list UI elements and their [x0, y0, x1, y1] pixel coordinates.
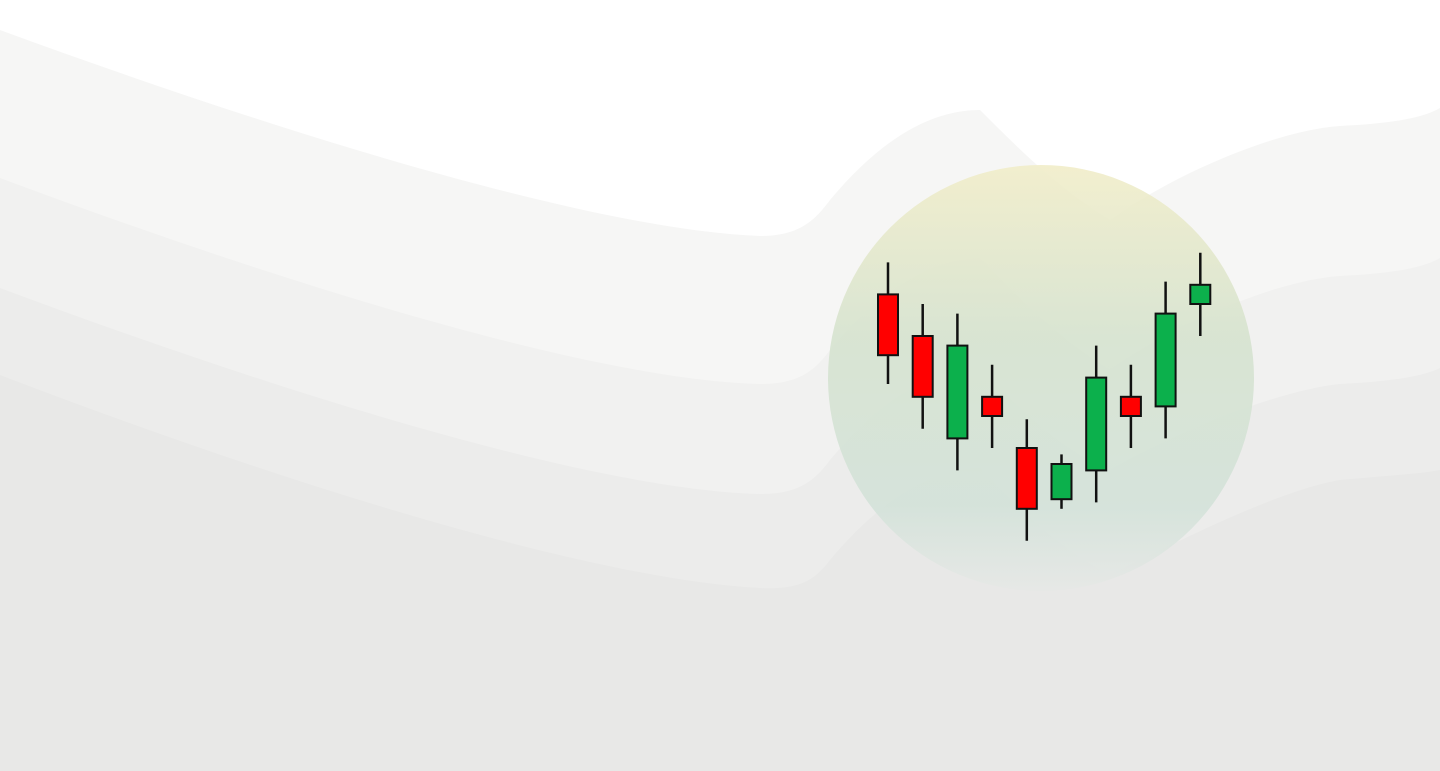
candle-body: [946, 344, 969, 440]
candle-body: [1189, 283, 1212, 305]
candle-body: [1119, 395, 1142, 417]
candle-body: [877, 293, 899, 357]
wave-band: [0, 375, 1440, 771]
candle-body: [1154, 312, 1177, 408]
candle-body: [1050, 463, 1073, 501]
candle-body: [1015, 447, 1038, 510]
highlight-circle: [828, 165, 1254, 591]
candle-body: [911, 335, 934, 398]
candle-body: [981, 395, 1004, 417]
candle-body: [1085, 376, 1108, 472]
